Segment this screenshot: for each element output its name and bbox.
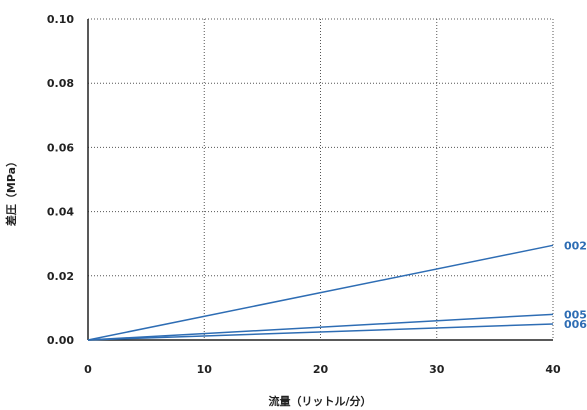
y-tick-label: 0.08 bbox=[47, 77, 74, 90]
y-tick-label: 0.00 bbox=[47, 334, 74, 347]
y-tick-labels: 0.00 0.02 0.04 0.06 0.08 0.10 bbox=[47, 13, 74, 347]
series-label-006: 006 bbox=[564, 318, 587, 331]
x-tick-labels: 0 10 20 30 40 bbox=[84, 363, 561, 376]
y-tick-label: 0.02 bbox=[47, 270, 74, 283]
series-label-002: 002 bbox=[564, 239, 587, 252]
x-tick-label: 40 bbox=[545, 363, 561, 376]
x-tick-label: 0 bbox=[84, 363, 92, 376]
series-line-005 bbox=[87, 313, 554, 341]
axes bbox=[87, 19, 553, 341]
y-tick-label: 0.06 bbox=[47, 141, 74, 154]
grid bbox=[88, 18, 554, 340]
series-label-005: 005 bbox=[564, 308, 587, 321]
x-axis-label: 流量（リットル/分） bbox=[268, 394, 371, 408]
x-tick-label: 20 bbox=[313, 363, 329, 376]
series-line-006 bbox=[87, 323, 554, 341]
x-tick-label: 30 bbox=[429, 363, 445, 376]
y-axis-label: 差圧（MPa） bbox=[4, 156, 18, 226]
series-lines bbox=[87, 244, 554, 341]
y-tick-label: 0.04 bbox=[47, 206, 74, 219]
x-tick-label: 10 bbox=[197, 363, 213, 376]
y-tick-label: 0.10 bbox=[47, 13, 74, 26]
series-line-002 bbox=[87, 244, 554, 341]
